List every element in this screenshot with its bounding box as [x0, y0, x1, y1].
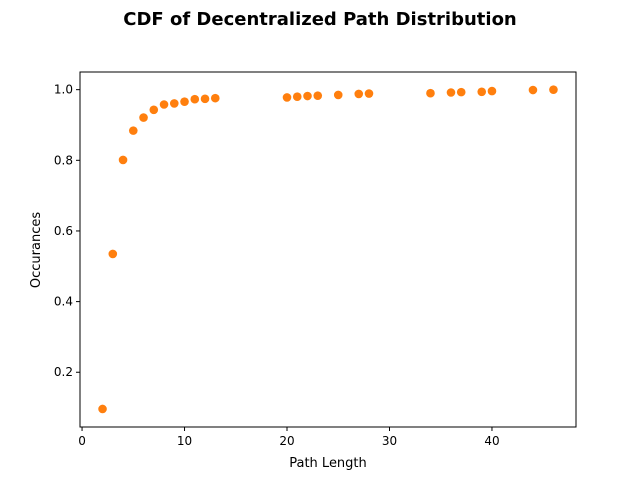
data-points	[98, 85, 558, 414]
data-point	[98, 404, 107, 414]
data-point	[282, 93, 292, 102]
data-point	[477, 87, 487, 97]
data-point	[354, 89, 364, 99]
data-point	[364, 89, 374, 98]
data-point	[200, 94, 210, 104]
y-tick-label: 0.2	[54, 365, 73, 379]
data-point	[159, 100, 169, 109]
data-point	[487, 86, 497, 96]
x-axis: 0 10 20 30 40	[78, 427, 500, 448]
data-point	[118, 155, 128, 165]
data-point	[549, 85, 558, 94]
y-tick-label: 0.8	[54, 153, 73, 167]
plot-area: 0 10 20 30 40 0.2 0.4 0.6 0.8 1.0	[54, 71, 577, 448]
data-point	[528, 85, 538, 95]
data-point	[149, 105, 159, 115]
x-tick-label: 40	[484, 434, 499, 448]
data-point	[139, 113, 148, 122]
data-point	[128, 126, 138, 135]
x-tick-label: 20	[279, 434, 294, 448]
x-tick-label: 10	[177, 434, 192, 448]
y-tick-label: 1.0	[54, 83, 73, 97]
data-point	[303, 91, 312, 101]
y-tick-label: 0.4	[54, 295, 73, 309]
data-point	[108, 249, 118, 259]
y-axis-label: Occurances	[29, 212, 44, 288]
data-point	[180, 97, 189, 106]
data-point	[426, 88, 435, 98]
data-point	[169, 99, 179, 108]
y-axis: 0.2 0.4 0.6 0.8 1.0	[54, 83, 80, 379]
data-point	[210, 93, 220, 103]
axes-frame	[79, 71, 577, 428]
chart-title: CDF of Decentralized Path Distribution	[123, 9, 517, 30]
data-point	[313, 91, 323, 100]
data-point	[456, 87, 466, 97]
x-tick-label: 30	[382, 434, 397, 448]
x-axis-label: Path Length	[289, 456, 367, 471]
data-point	[292, 92, 302, 102]
x-tick-label: 0	[78, 434, 86, 448]
data-point	[446, 88, 456, 97]
y-tick-label: 0.6	[54, 224, 73, 238]
data-point	[190, 94, 200, 104]
data-point	[333, 90, 343, 100]
